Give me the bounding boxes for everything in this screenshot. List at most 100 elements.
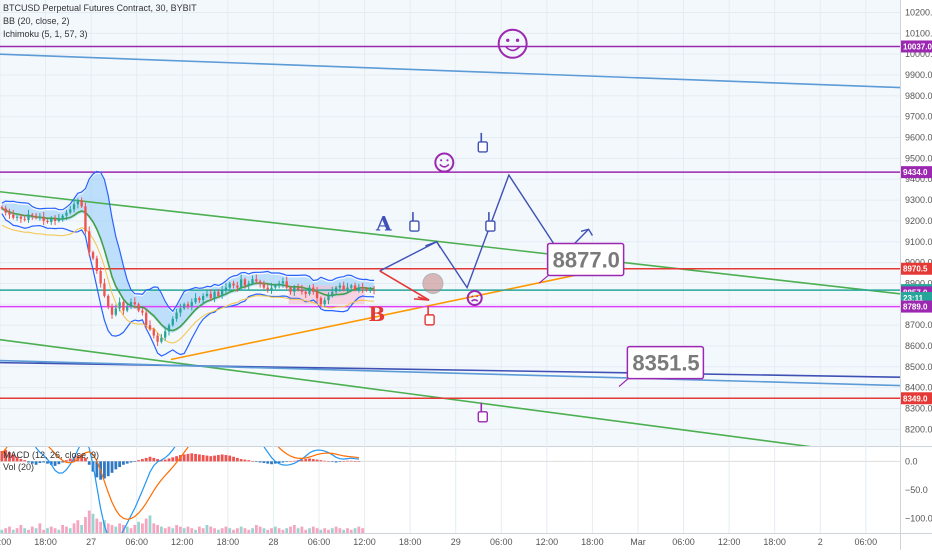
candle-body <box>12 214 15 218</box>
volume-bar <box>228 528 232 533</box>
volume-bar <box>110 525 114 533</box>
bb-upper-line <box>1 170 375 313</box>
time-tick-label: 2 <box>818 537 823 547</box>
volume-bar <box>254 525 258 533</box>
macd-line <box>35 447 359 533</box>
volume-bar <box>65 526 68 533</box>
volume-bar <box>19 525 23 533</box>
macd-histogram-bar <box>42 461 46 463</box>
candle-body <box>369 289 372 291</box>
candle-body <box>175 312 178 319</box>
time-tick-label: 18:00 <box>581 537 604 547</box>
macd-histogram-bar <box>254 461 258 462</box>
macd-histogram-bar <box>95 461 99 478</box>
candle-body <box>293 287 296 292</box>
macd-histogram-bar <box>346 460 349 462</box>
volume-bar <box>311 526 315 533</box>
candle-body <box>201 295 205 301</box>
candle-body <box>258 281 262 284</box>
macd-histogram-bar <box>110 461 114 473</box>
candle-body <box>114 308 117 315</box>
volume-bar <box>125 526 129 533</box>
macd-histogram-bar <box>281 461 285 463</box>
ichimoku-indicator-label[interactable]: Ichimoku (5, 1, 57, 3) <box>3 29 88 39</box>
volume-bar <box>235 528 239 533</box>
volume-bar <box>148 515 152 533</box>
price-tick-label: 8500.0 <box>905 362 932 372</box>
macd-histogram-bar <box>46 461 49 464</box>
macd-histogram-bar <box>68 458 72 462</box>
volume-bar <box>61 525 65 533</box>
vol-indicator-label[interactable]: Vol (20) <box>3 462 34 472</box>
macd-histogram-bar <box>27 461 30 463</box>
time-tick-label: 12:00 <box>718 537 741 547</box>
candle-body <box>160 337 163 342</box>
candle-body <box>224 287 228 290</box>
volume-bar <box>216 529 220 533</box>
symbol-title: BTCUSD Perpetual Futures Contract, 30, B… <box>3 3 197 13</box>
volume-bar <box>38 523 42 533</box>
candle-body <box>213 291 216 299</box>
volume-bar <box>182 528 186 533</box>
volume-bar <box>281 529 285 533</box>
macd-histogram-bar <box>205 455 209 462</box>
time-tick-label: 18:00 <box>34 537 57 547</box>
volume-bar <box>87 510 91 533</box>
trend-line <box>170 273 582 361</box>
candle-body <box>300 289 304 292</box>
macd-indicator-label[interactable]: MACD (12, 26, close, 9) <box>3 450 99 460</box>
macd-histogram-bar <box>197 454 201 462</box>
volume-bar <box>213 528 216 533</box>
candle-body <box>323 300 326 305</box>
candle-body <box>137 304 140 311</box>
time-tick-label: 06:00 <box>672 537 695 547</box>
candle-body <box>266 287 269 290</box>
smile-icon-eye <box>515 38 520 42</box>
candle-body <box>72 204 76 210</box>
candle-body <box>53 218 57 221</box>
macd-histogram-bar <box>311 459 315 462</box>
volume-bar <box>84 517 87 533</box>
volume-bar <box>308 528 311 533</box>
price-tick-label: 8300.0 <box>905 403 932 413</box>
candle-body <box>312 287 315 292</box>
candle-body <box>19 216 23 219</box>
macd-histogram-bar <box>61 461 65 463</box>
candle-body <box>61 215 64 219</box>
candle-body <box>262 283 266 288</box>
main-pane-bg <box>0 0 900 446</box>
volume-bar <box>163 528 167 533</box>
volume-bar <box>194 529 197 533</box>
volume-bar <box>186 526 190 533</box>
macd-histogram-bar <box>171 457 175 462</box>
macd-histogram-bar <box>182 454 186 462</box>
price-axis[interactable]: 8200.08300.08400.08500.08600.08700.08800… <box>901 8 932 435</box>
macd-histogram-bar <box>163 459 167 462</box>
volume-bar <box>239 526 243 533</box>
volume-bar <box>289 526 292 533</box>
volume-bar <box>292 525 296 533</box>
volume-bar <box>270 528 273 533</box>
annotations: A B 8877.0 8351.5 <box>368 28 705 423</box>
target-label-8877-box <box>546 242 625 277</box>
volume-bar <box>167 526 171 533</box>
macd-histogram-bar <box>300 459 304 462</box>
volume-bar <box>42 529 46 533</box>
macd-histogram-bar <box>84 457 87 462</box>
macd-histogram-bar <box>106 461 110 477</box>
macd-signal-line <box>1 447 359 520</box>
macd-histogram-bar <box>23 460 27 462</box>
volume-bar <box>171 528 175 533</box>
price-label-text: 23:11 <box>903 294 924 303</box>
bb-indicator-label[interactable]: BB (20, close, 2) <box>3 16 70 26</box>
candle-body <box>23 218 26 220</box>
macd-histogram-bar <box>262 461 266 464</box>
candle-body <box>209 293 212 299</box>
volume-bar <box>99 521 103 533</box>
time-axis[interactable]: 12:00 18:00 27 06:00 12:00 18:00 28 06:00 12:00 1… <box>0 537 877 547</box>
macd-histogram-bar <box>186 453 190 462</box>
frown-icon <box>466 290 483 307</box>
candle-body <box>167 325 171 332</box>
macd-histogram-bar <box>167 458 171 462</box>
letter-b-label: B <box>368 302 385 326</box>
